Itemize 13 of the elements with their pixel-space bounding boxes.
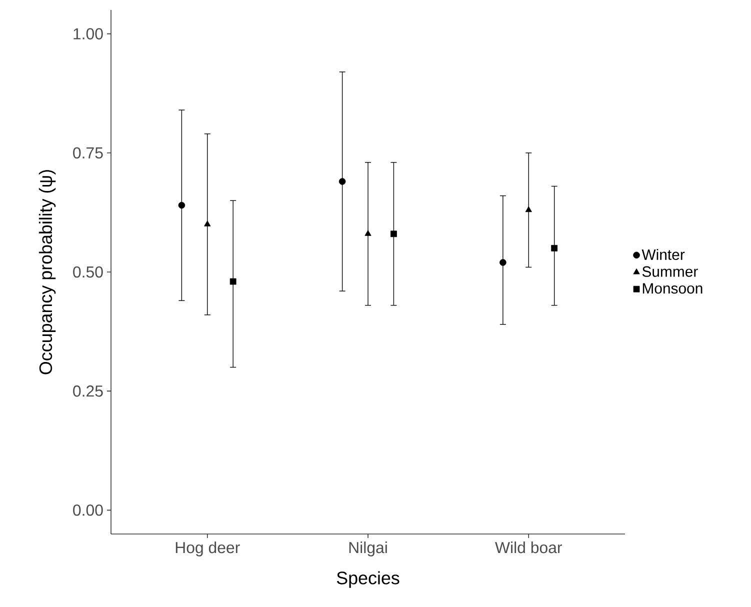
y-tick-label: 0.25 <box>73 385 103 397</box>
x-tick-label: Nilgai <box>349 542 387 556</box>
x-tick-label: Hog deer <box>176 542 240 556</box>
x-tick-label: Wild boar <box>495 542 562 554</box>
y-tick-label: 0.75 <box>73 147 103 159</box>
y-axis-title: Occupancy probability (ψ) <box>38 170 56 374</box>
y-tick-label: 0.50 <box>73 266 103 278</box>
y-tick-label: 1.00 <box>74 28 103 40</box>
legend-label: Monsoon <box>642 283 702 294</box>
y-tick-label: 0.00 <box>73 504 103 516</box>
x-axis-title: Species <box>336 571 400 588</box>
legend-label: Winter <box>642 248 685 260</box>
legend-label: Summer <box>642 266 698 277</box>
